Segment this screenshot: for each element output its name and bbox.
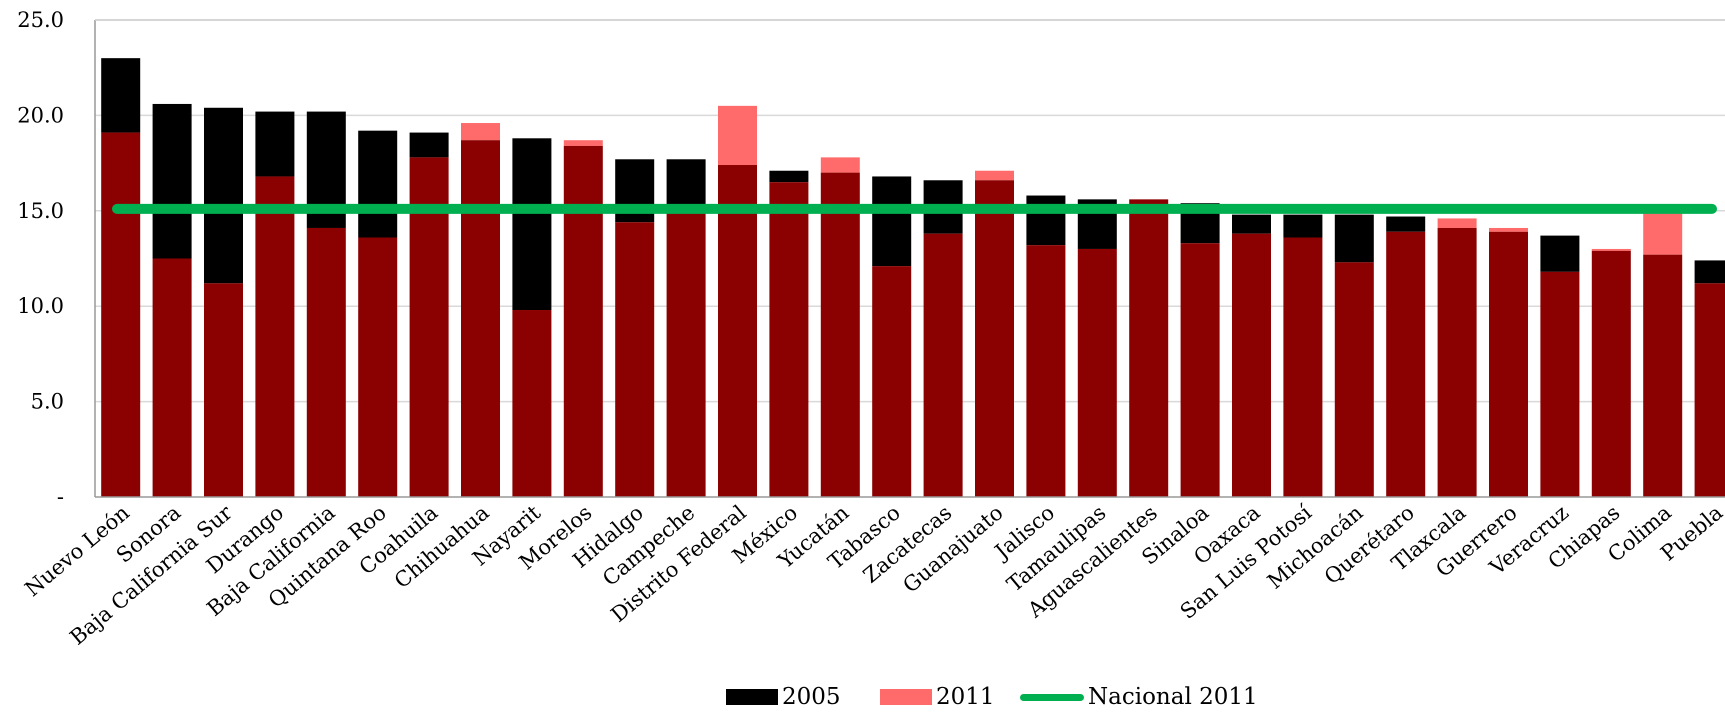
bar-overlap [1386,231,1426,497]
legend-swatch-2005 [726,689,778,705]
bar-overlap [666,210,706,498]
bar-2005 [1386,216,1426,232]
bar-2011 [1489,227,1528,232]
axes [94,19,1725,498]
y-tick-labels: - 5.0 10.0 15.0 20.0 25.0 [17,8,64,509]
bar-overlap [1077,248,1117,497]
bar-overlap [306,227,346,498]
legend-swatch-nacional-2011 [1020,693,1084,701]
bar-overlap [1540,271,1580,497]
bar-overlap [461,140,500,498]
legend-item-2005: 2005 [726,682,841,712]
bar-2005 [1026,195,1066,246]
bar-overlap [409,157,449,497]
bar-overlap [1437,227,1477,498]
bar-overlap [1283,237,1323,497]
bar-overlap [1129,199,1169,498]
bar-2005 [1540,235,1580,272]
bar-overlap [718,165,757,497]
bar-overlap [1334,262,1374,497]
bar-2011 [1437,218,1477,228]
legend-label-2011: 2011 [936,684,995,710]
bar-2005 [666,159,706,211]
bar-2011 [718,105,757,166]
bar-overlap [1591,250,1631,497]
legend-item-2011: 2011 [880,682,995,712]
bar-2005 [204,107,243,284]
bar-overlap [255,176,295,497]
bar-2005 [769,170,809,183]
bar-2005 [1232,214,1271,234]
y-tick-label: 5.0 [31,390,64,414]
y-tick-label: 10.0 [17,294,64,318]
legend-item-nacional-2011: Nacional 2011 [1020,682,1258,712]
bar-overlap [1026,245,1066,497]
bar-overlap [1232,233,1271,498]
bar-2005 [101,58,141,133]
bar-overlap [975,180,1014,497]
bar-2005 [1334,214,1374,263]
legend-label-2005: 2005 [782,684,841,710]
bar-overlap [1180,243,1220,497]
bar-2005 [358,130,398,238]
bar-overlap [563,145,603,498]
bar-2005 [1694,260,1725,284]
y-tick-label: 20.0 [17,103,64,127]
bar-overlap [923,233,963,498]
y-tick-label: - [57,485,64,509]
bar-overlap [512,310,552,497]
legend-swatch-2011 [880,689,932,705]
bar-2011 [1591,248,1631,251]
legend-label-nacional-2011: Nacional 2011 [1088,684,1258,710]
bar-2005 [255,111,295,177]
y-tick-label: 15.0 [17,199,64,223]
bar-2005 [152,103,192,259]
legend: 2005 2011 Nacional 2011 [0,682,1725,712]
bar-2005 [872,176,912,267]
bar-overlap [358,237,398,497]
bar-2011 [820,157,860,173]
chart: - 5.0 10.0 15.0 20.0 25.0 Nuevo LeónSonoraBaj… [17,8,1725,650]
bar-2011 [461,123,500,141]
bar-overlap [101,132,141,497]
bar-2005 [512,138,552,311]
bar-overlap [615,222,655,498]
bar-2005 [1283,214,1323,238]
bar-overlap [204,283,243,497]
bar-overlap [769,182,809,497]
bar-overlap [872,266,912,497]
bar-2011 [1643,210,1683,255]
bar-overlap [820,172,860,497]
bar-2011 [563,140,603,146]
bar-2005 [409,132,449,158]
bar-2011 [975,170,1014,181]
bar-overlap [152,258,192,497]
bar-overlap [1489,231,1528,497]
bar-overlap [1694,283,1725,497]
y-tick-label: 25.0 [17,8,64,32]
bars [101,58,1725,498]
bar-overlap [1643,254,1683,497]
